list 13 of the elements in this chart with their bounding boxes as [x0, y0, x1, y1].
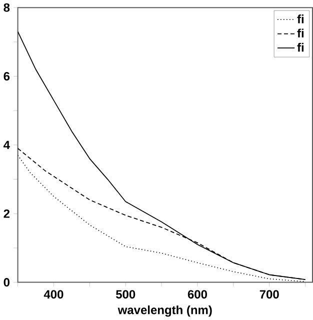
x-axis-title: wavelength (nm): [118, 305, 212, 317]
legend-label: fi: [297, 14, 304, 24]
y-tick-label: 0: [4, 278, 10, 287]
legend-label: fi: [297, 42, 304, 52]
x-tick-label: 400: [44, 290, 64, 299]
y-tick-label: 6: [4, 72, 10, 80]
x-tick-label: 500: [116, 290, 136, 299]
legend-label: fi: [297, 28, 304, 38]
x-tick-label: 700: [260, 290, 279, 299]
y-tick-label: 4: [4, 140, 10, 150]
y-tick-label: 8: [4, 3, 10, 12]
x-tick-label: 600: [188, 290, 207, 299]
y-tick-label: 2: [4, 209, 10, 218]
